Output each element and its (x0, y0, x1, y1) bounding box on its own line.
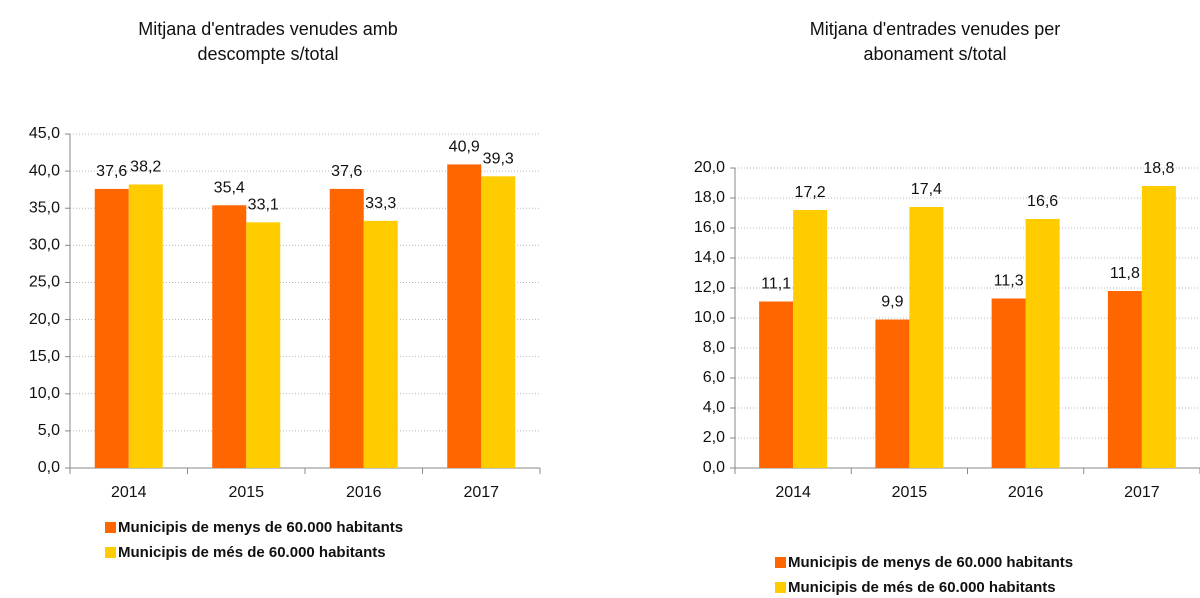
y-tick-label: 15,0 (29, 348, 60, 365)
y-tick-label: 30,0 (29, 237, 60, 254)
bar (447, 164, 482, 469)
y-tick-label: 14,0 (694, 249, 725, 266)
value-label: 33,3 (365, 195, 396, 212)
value-label: 37,6 (331, 163, 362, 180)
y-tick-label: 40,0 (29, 162, 60, 179)
bar (128, 184, 163, 468)
x-tick-label: 2017 (463, 484, 499, 501)
chart-title: Mitjana d'entrades venudes per (810, 19, 1061, 39)
value-label: 11,3 (994, 273, 1024, 290)
value-label: 9,9 (881, 294, 903, 311)
bar (991, 298, 1026, 468)
y-tick-label: 8,0 (703, 339, 725, 356)
value-label: 11,1 (761, 276, 791, 293)
chart-title: abonament s/total (863, 44, 1006, 64)
y-tick-label: 6,0 (703, 369, 725, 386)
bar (246, 222, 281, 468)
value-label: 33,1 (248, 197, 279, 214)
bar (1025, 219, 1060, 468)
legend-label: Municipis de menys de 60.000 habitants (118, 519, 403, 536)
chart-title: Mitjana d'entrades venudes amb (138, 19, 398, 39)
legend-swatch (775, 557, 786, 568)
y-tick-label: 25,0 (29, 274, 60, 291)
value-label: 16,6 (1027, 193, 1058, 210)
bar (94, 188, 129, 468)
y-tick-label: 4,0 (703, 399, 725, 416)
bar (329, 188, 364, 468)
bar (1107, 291, 1142, 468)
legend-swatch (105, 547, 116, 558)
value-label: 39,3 (483, 151, 514, 168)
x-tick-label: 2014 (775, 484, 811, 501)
bar (875, 319, 910, 468)
value-label: 11,8 (1110, 265, 1140, 282)
y-tick-label: 20,0 (29, 311, 60, 328)
legend-swatch (775, 582, 786, 593)
value-label: 17,2 (795, 184, 826, 201)
x-tick-label: 2016 (346, 484, 382, 501)
y-tick-label: 18,0 (694, 189, 725, 206)
y-tick-label: 2,0 (703, 429, 725, 446)
legend-label: Municipis de més de 60.000 habitants (788, 579, 1056, 596)
bar (793, 210, 828, 468)
value-label: 35,4 (214, 179, 245, 196)
value-label: 17,4 (911, 181, 942, 198)
x-tick-label: 2016 (1008, 484, 1044, 501)
legend-label: Municipis de menys de 60.000 habitants (788, 554, 1073, 571)
y-tick-label: 20,0 (694, 159, 725, 176)
value-label: 18,8 (1143, 160, 1174, 177)
y-tick-label: 35,0 (29, 199, 60, 216)
y-tick-label: 10,0 (694, 309, 725, 326)
y-tick-label: 5,0 (38, 422, 60, 439)
legend-swatch (105, 522, 116, 533)
y-tick-label: 0,0 (703, 459, 725, 476)
x-tick-label: 2017 (1124, 484, 1160, 501)
y-tick-label: 16,0 (694, 219, 725, 236)
x-tick-label: 2014 (111, 484, 147, 501)
y-tick-label: 0,0 (38, 459, 60, 476)
bar (481, 176, 516, 468)
y-tick-label: 12,0 (694, 279, 725, 296)
y-tick-label: 45,0 (29, 125, 60, 142)
value-label: 40,9 (449, 139, 480, 156)
bar (363, 220, 398, 468)
bar (212, 205, 247, 468)
y-tick-label: 10,0 (29, 385, 60, 402)
x-tick-label: 2015 (892, 484, 928, 501)
legend-label: Municipis de més de 60.000 habitants (118, 544, 386, 561)
bar (1141, 186, 1176, 468)
x-tick-label: 2015 (228, 484, 264, 501)
bar (759, 301, 794, 468)
value-label: 37,6 (96, 163, 127, 180)
value-label: 38,2 (130, 159, 161, 176)
bar (909, 207, 944, 468)
chart-title: descompte s/total (197, 44, 338, 64)
